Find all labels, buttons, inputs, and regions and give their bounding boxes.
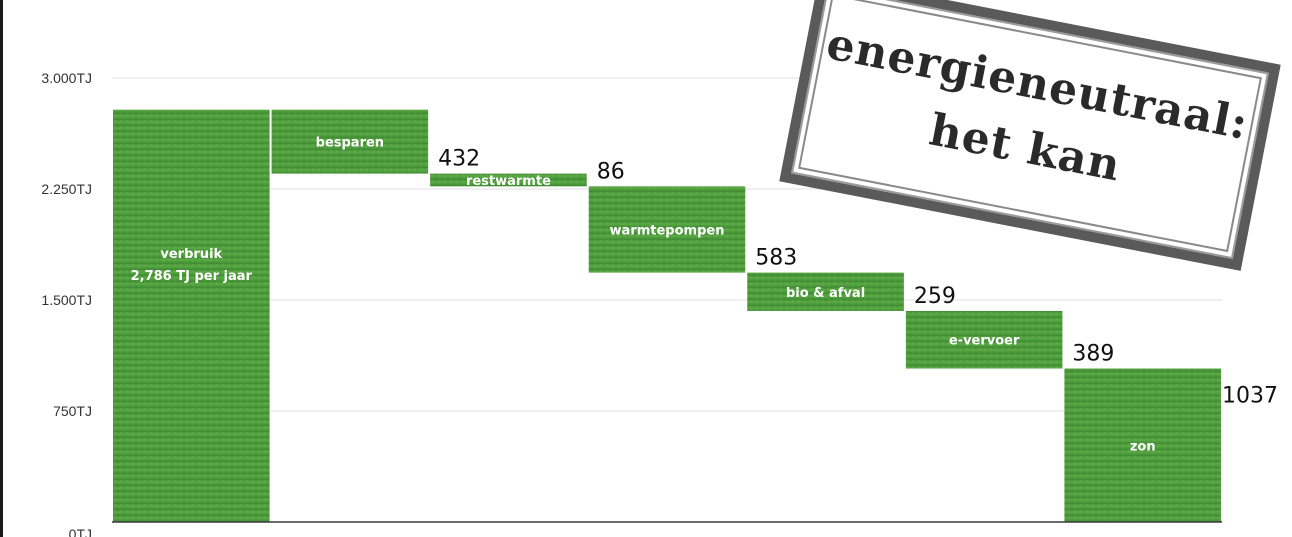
bar-category-label: 2,786 TJ per jaar — [131, 269, 253, 284]
image-left-border — [0, 0, 3, 537]
y-tick-label: 2.250TJ — [41, 181, 92, 197]
bars — [113, 109, 1221, 522]
bar-zon — [1064, 368, 1221, 522]
bar-value-label: 583 — [755, 246, 797, 271]
bar-category-label: warmtepompen — [610, 223, 725, 238]
bar-value-label: 432 — [438, 147, 480, 172]
bar-value-label: 389 — [1072, 342, 1114, 367]
bar-value-label: 86 — [597, 159, 625, 184]
y-axis: 0TJ 750TJ 1.500TJ 2.250TJ 3.000TJ — [41, 70, 92, 537]
bar-restwarmte — [430, 173, 587, 187]
bar-besparen — [271, 109, 429, 174]
bar-verbruik — [113, 109, 270, 522]
bar-value-label: 1037 — [1222, 384, 1278, 409]
bar-labels: verbruik 2,786 TJ per jaar besparen 432 rest… — [131, 136, 1278, 455]
y-tick-label: 750TJ — [53, 403, 92, 419]
bar-e-vervoer — [905, 310, 1063, 369]
y-tick-label: 3.000TJ — [41, 70, 92, 86]
y-tick-label: 1.500TJ — [41, 292, 92, 308]
y-tick-label: 0TJ — [69, 526, 92, 537]
bar-category-label: restwarmte — [466, 174, 551, 189]
bar-category-label: zon — [1130, 439, 1156, 454]
bar-value-label: 259 — [914, 284, 956, 309]
bar-category-label: besparen — [316, 136, 384, 151]
bar-category-label: verbruik — [160, 247, 222, 262]
bar-bio-afval — [747, 272, 904, 311]
bar-category-label: bio & afval — [786, 286, 865, 301]
bar-category-label: e-vervoer — [949, 334, 1020, 349]
bar-warmtepompen — [588, 186, 746, 273]
